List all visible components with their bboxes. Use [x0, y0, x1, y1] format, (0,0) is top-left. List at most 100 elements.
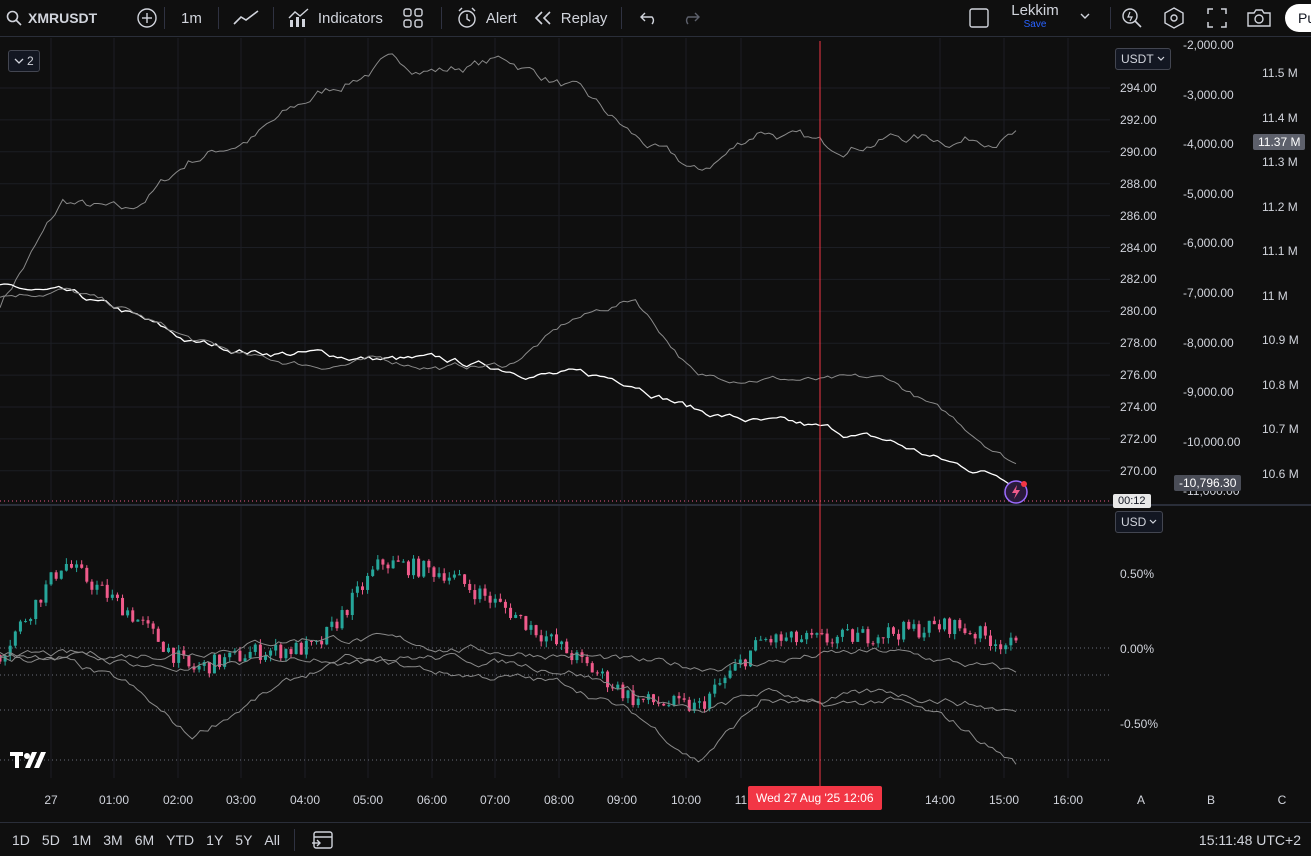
publish-button[interactable]: Pu — [1285, 4, 1311, 32]
time-tick-label: 03:00 — [225, 793, 257, 807]
pane-collapse-toggle[interactable]: 2 — [8, 50, 40, 72]
fullscreen-icon[interactable] — [1205, 6, 1229, 30]
range-button-all[interactable]: All — [264, 831, 280, 848]
candle-body — [524, 616, 528, 630]
volume-tick-label: 11.2 M — [1262, 199, 1298, 214]
layout-name: Lekkim — [1011, 2, 1059, 19]
candle-body — [733, 663, 737, 671]
time-tick-label: 14:00 — [924, 793, 956, 807]
undo-icon[interactable] — [628, 11, 670, 25]
candle-body — [218, 654, 222, 667]
scale-mode-letter: C — [1277, 793, 1287, 807]
candle-body — [488, 595, 492, 603]
range-button-1y[interactable]: 1Y — [206, 831, 224, 848]
candle-body — [350, 592, 354, 616]
lower-series-line — [0, 632, 1017, 673]
second-axis-tick-label: -4,000.00 — [1183, 137, 1234, 152]
candle-body — [401, 561, 405, 563]
price-tick-label: 282.00 — [1120, 272, 1157, 287]
candle-body — [166, 647, 170, 652]
candle-body — [764, 638, 768, 640]
candle-body — [121, 597, 125, 616]
candle-body — [29, 619, 33, 622]
alert-button[interactable]: Alert — [448, 0, 525, 36]
candle-body — [708, 693, 712, 709]
flash-alert-icon[interactable] — [1002, 478, 1030, 511]
candle-body — [18, 621, 22, 632]
range-button-5d[interactable]: 5D — [41, 831, 60, 848]
time-tick-label: 11 — [734, 793, 748, 807]
candle-body — [172, 647, 176, 663]
chart-type-icon[interactable] — [225, 9, 267, 27]
goto-date-icon[interactable] — [311, 829, 335, 851]
range-button-1d[interactable]: 1D — [12, 831, 30, 848]
candle-body — [493, 598, 497, 603]
compare-add-icon[interactable] — [136, 7, 158, 29]
candle-body — [192, 666, 196, 670]
time-tick-label: 08:00 — [543, 793, 575, 807]
lower-currency-dropdown[interactable]: USD — [1115, 511, 1164, 533]
candle-body — [325, 626, 329, 645]
candle-body — [376, 559, 380, 570]
candle-body — [738, 659, 742, 664]
range-buttons: 1D 5D 1M 3M 6M YTD 1Y 5Y All — [0, 832, 280, 848]
candle-body — [549, 634, 553, 637]
candle-body — [595, 672, 599, 674]
candle-body — [274, 644, 278, 651]
candle-body — [0, 655, 2, 662]
main-series-line — [0, 287, 1017, 465]
replay-button[interactable]: Replay — [525, 0, 616, 36]
utc-clock[interactable]: 15:11:48 UTC+2 — [1198, 831, 1301, 848]
candle-body — [626, 690, 630, 699]
main-series-line — [0, 283, 1017, 485]
candle-body — [243, 658, 247, 662]
layout-square-icon[interactable] — [968, 7, 990, 29]
camera-icon[interactable] — [1246, 6, 1272, 30]
range-button-5y[interactable]: 5Y — [235, 831, 253, 848]
candle-body — [59, 570, 63, 579]
candle-body — [105, 584, 109, 598]
price-tick-label: 270.00 — [1120, 463, 1157, 478]
candle-body — [141, 619, 145, 621]
chart-canvas[interactable] — [0, 38, 1311, 818]
candle-body — [963, 628, 967, 634]
second-axis-tick-label: -9,000.00 — [1183, 385, 1234, 400]
candle-body — [75, 564, 79, 568]
candle-body — [366, 575, 370, 590]
candle-body — [544, 636, 548, 642]
candle-body — [871, 643, 875, 645]
time-tick-label: 15:00 — [988, 793, 1020, 807]
range-button-3m[interactable]: 3M — [103, 831, 123, 848]
symbol-search[interactable]: XMRUSDT — [6, 0, 116, 36]
candle-body — [866, 629, 870, 644]
layout-name-block[interactable]: Lekkim Save — [1002, 2, 1068, 30]
range-button-ytd[interactable]: YTD — [166, 831, 195, 848]
candle-body — [539, 635, 543, 642]
time-tick-label: 05:00 — [352, 793, 384, 807]
range-button-1m[interactable]: 1M — [71, 831, 92, 848]
candle-body — [611, 687, 615, 689]
candle-body — [682, 698, 686, 700]
chart-area[interactable]: 2 USDT USD 294.00 292.00 290.00 288.00 286.0… — [0, 38, 1311, 818]
indicators-button[interactable]: Indicators — [280, 0, 391, 36]
separator — [164, 7, 165, 29]
time-tick-label: 02:00 — [162, 793, 194, 807]
interval-button[interactable]: 1m — [181, 9, 202, 27]
candle-body — [478, 588, 482, 600]
symbol-name[interactable]: XMRUSDT — [28, 10, 98, 26]
replay-label: Replay — [560, 9, 608, 27]
candle-body — [309, 640, 313, 642]
templates-grid-icon[interactable] — [391, 8, 435, 28]
chevron-down-icon — [1149, 519, 1157, 524]
range-button-6m[interactable]: 6M — [134, 831, 155, 848]
second-axis-tick-label: -3,000.00 — [1183, 87, 1234, 102]
redo-icon[interactable] — [670, 11, 712, 25]
save-link[interactable]: Save — [1023, 19, 1047, 30]
candle-body — [687, 699, 691, 711]
quick-search-icon[interactable] — [1120, 6, 1144, 30]
chevron-down-icon[interactable] — [1079, 10, 1091, 22]
main-currency-dropdown[interactable]: USDT — [1115, 48, 1171, 70]
settings-hexagon-icon[interactable] — [1162, 6, 1186, 30]
candle-body — [580, 652, 584, 658]
price-tick-label: 288.00 — [1120, 176, 1157, 191]
